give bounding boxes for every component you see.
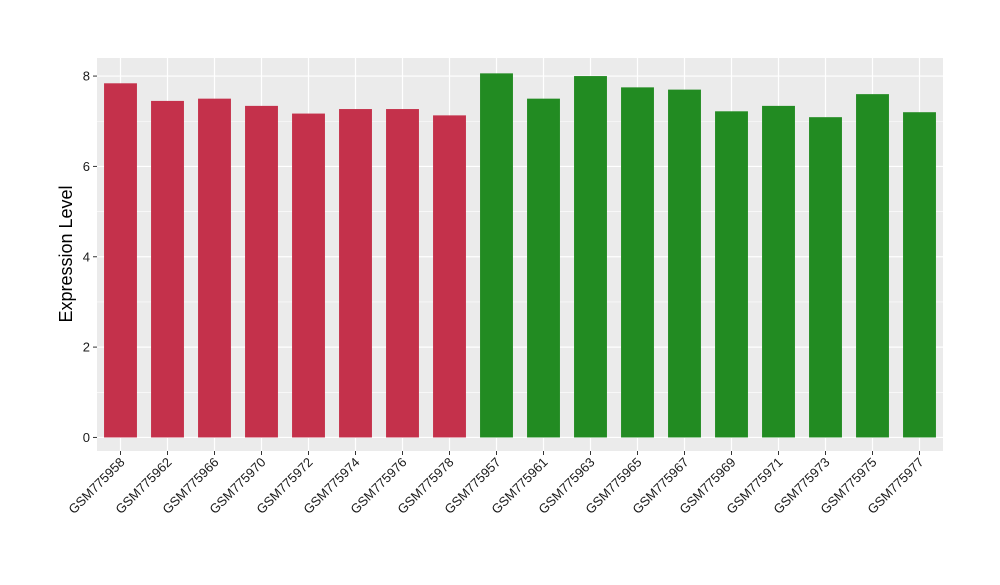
bar-gsm775970 [245,105,278,438]
bar-gsm775971 [762,105,795,438]
y-axis-title: Expression Level [56,185,76,322]
bar-gsm775972 [292,113,325,438]
y-tick-label: 0 [83,430,90,445]
bar-gsm775969 [715,111,748,438]
bar-gsm775977 [903,112,936,438]
y-axis: 0 2 4 6 8 [83,69,97,445]
y-tick-label: 4 [83,249,90,264]
y-tick-label: 2 [83,340,90,355]
bar-gsm775973 [809,117,842,438]
bar-gsm775967 [668,89,701,438]
bar-gsm775966 [198,98,231,438]
bar-gsm775975 [856,94,889,438]
bar-gsm775965 [621,87,654,438]
bar-gsm775958 [104,83,137,438]
bar-gsm775976 [386,109,419,438]
x-axis: GSM775958GSM775962GSM775966GSM775970GSM7… [65,451,927,517]
bar-gsm775957 [480,73,513,438]
bars [104,73,936,438]
bar-gsm775961 [527,98,560,438]
plot-panel [97,58,943,451]
bar-gsm775962 [151,100,184,438]
bar-gsm775978 [433,115,466,438]
bar-gsm775963 [574,76,607,438]
y-tick-label: 8 [83,69,90,84]
bar-gsm775974 [339,109,372,438]
y-tick-label: 6 [83,159,90,174]
